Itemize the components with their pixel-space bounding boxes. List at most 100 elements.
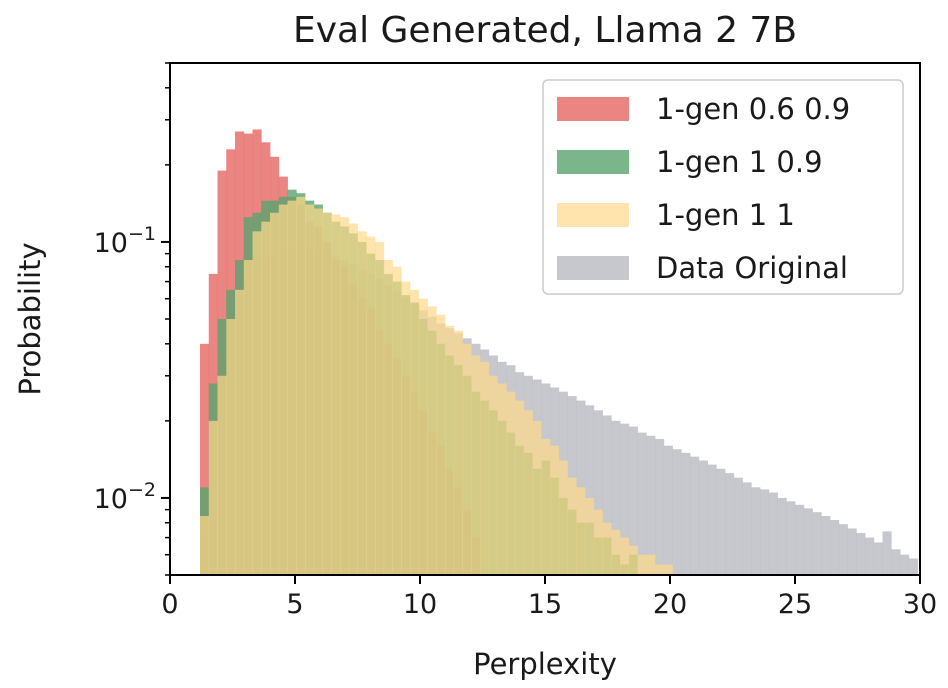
- bar: [497, 383, 507, 575]
- series-1-gen-1-1: [200, 196, 673, 576]
- bar: [698, 460, 708, 575]
- bar: [488, 375, 498, 575]
- bar: [838, 524, 848, 575]
- bar: [742, 482, 752, 575]
- x-tick-label: 0: [161, 589, 178, 620]
- bar: [873, 542, 883, 575]
- legend-label-data-original: Data Original: [656, 251, 848, 285]
- bar: [401, 281, 411, 575]
- bar: [515, 400, 525, 575]
- bar: [208, 420, 218, 575]
- bar: [200, 343, 210, 575]
- bar: [593, 410, 603, 575]
- bar: [252, 231, 262, 575]
- bar: [882, 531, 892, 575]
- bar: [733, 477, 743, 575]
- bar: [637, 432, 647, 575]
- bar: [506, 391, 516, 575]
- legend: 1-gen 0.6 0.9 1-gen 1 0.9 1-gen 1 1 Data Or…: [542, 79, 904, 295]
- bar: [611, 420, 621, 575]
- x-tick-label: 20: [653, 589, 687, 620]
- bar: [900, 554, 910, 575]
- bar: [856, 532, 866, 575]
- bar: [200, 516, 210, 575]
- bar: [313, 208, 323, 575]
- x-axis: 0 5 10 15 20 25 30: [161, 575, 937, 620]
- bar: [602, 415, 612, 575]
- legend-label-1-gen-1-0-9: 1-gen 1 0.9: [656, 145, 823, 179]
- bar: [593, 509, 603, 575]
- bar: [331, 214, 341, 576]
- legend-label-1-gen-0-6-0-9: 1-gen 0.6 0.9: [656, 92, 850, 126]
- bar: [217, 375, 227, 575]
- bar: [558, 460, 568, 575]
- bar: [296, 196, 306, 576]
- bar: [418, 298, 428, 575]
- x-tick-label: 10: [403, 589, 437, 620]
- bar: [357, 231, 367, 575]
- x-tick-label: 5: [286, 589, 303, 620]
- bar: [436, 314, 446, 575]
- legend-swatch-data-original: [557, 256, 629, 280]
- bar: [628, 426, 638, 575]
- bar: [322, 212, 332, 575]
- legend-swatch-1-gen-1-1: [557, 203, 629, 227]
- bar: [261, 221, 271, 576]
- bar: [628, 545, 638, 575]
- bar: [453, 330, 463, 575]
- bar: [602, 522, 612, 575]
- bar: [795, 504, 805, 575]
- x-tick-label: 30: [903, 589, 937, 620]
- bar: [751, 487, 761, 575]
- legend-box: [542, 79, 904, 295]
- bar: [541, 438, 551, 575]
- bar: [891, 549, 901, 575]
- bar: [908, 558, 918, 575]
- bar: [410, 289, 420, 575]
- bar: [655, 564, 665, 575]
- bar: [480, 361, 490, 575]
- bar: [812, 512, 822, 575]
- bar: [243, 260, 253, 575]
- bar: [821, 516, 831, 575]
- bar: [681, 452, 691, 575]
- x-axis-label: Perplexity: [473, 647, 617, 681]
- bar: [550, 445, 560, 575]
- y-tick-label: 10−1: [94, 223, 156, 259]
- y-tick-label: 10−2: [94, 479, 156, 515]
- bar: [611, 529, 621, 575]
- bars-layer: [200, 129, 918, 576]
- bar: [725, 473, 735, 575]
- bar: [305, 204, 315, 575]
- bar: [707, 464, 717, 575]
- bar: [620, 423, 630, 575]
- bar: [445, 325, 455, 575]
- bar: [523, 410, 533, 575]
- bar: [375, 241, 385, 575]
- bar: [663, 445, 673, 575]
- bar: [471, 355, 481, 575]
- bar: [786, 501, 796, 575]
- bar: [830, 520, 840, 575]
- y-axis-label: Probability: [13, 242, 47, 395]
- bar: [620, 537, 630, 575]
- bar: [637, 554, 647, 575]
- bar: [226, 319, 236, 575]
- bar: [865, 537, 875, 575]
- bar: [760, 489, 770, 575]
- bar: [655, 438, 665, 575]
- bar: [348, 223, 358, 575]
- bar: [383, 260, 393, 575]
- bar: [803, 508, 813, 575]
- y-axis: 10−1 10−2: [94, 62, 170, 576]
- bar: [287, 200, 297, 575]
- bar: [716, 468, 726, 575]
- bar: [340, 217, 350, 575]
- bar: [235, 289, 245, 575]
- bar: [777, 497, 787, 575]
- bar: [462, 343, 472, 575]
- bar: [585, 497, 595, 575]
- bar: [532, 420, 542, 575]
- bar: [672, 449, 682, 575]
